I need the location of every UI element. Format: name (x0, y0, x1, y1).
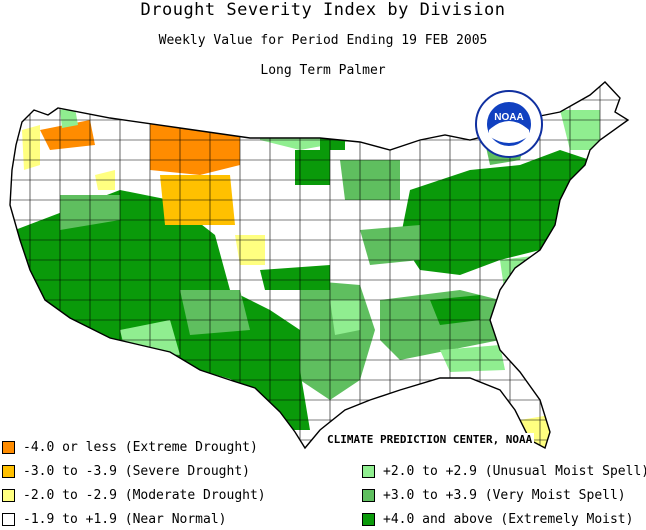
legend-label: +2.0 to +2.9 (Unusual Moist Spell) (383, 464, 646, 479)
noaa-logo-text: NOAA (494, 112, 523, 123)
legend-item-extremely-moist: +4.0 and above (Extremely Moist) (362, 512, 633, 527)
legend-label: +4.0 and above (Extremely Moist) (383, 512, 634, 527)
climate-divisions (10, 82, 628, 448)
legend-item-severe-drought: -3.0 to -3.9 (Severe Drought) (2, 464, 250, 479)
legend-label: -1.9 to +1.9 (Near Normal) (23, 512, 227, 527)
legend-label: +3.0 to +3.9 (Very Moist Spell) (383, 488, 626, 503)
us-outline (9, 81, 630, 450)
legend-label: -2.0 to -2.9 (Moderate Drought) (23, 488, 266, 503)
legend-label: -4.0 or less (Extreme Drought) (23, 440, 258, 455)
legend-swatch (362, 489, 375, 502)
legend-swatch (2, 489, 15, 502)
noaa-logo-icon: NOAA (475, 90, 543, 158)
map-subtitle: Weekly Value for Period Ending 19 FEB 20… (158, 33, 488, 48)
legend-item-very-moist: +3.0 to +3.9 (Very Moist Spell) (362, 488, 626, 503)
legend-swatch (362, 513, 375, 526)
index-name: Long Term Palmer (260, 63, 386, 78)
legend-item-unusual-moist: +2.0 to +2.9 (Unusual Moist Spell) (362, 464, 646, 479)
credit-text: CLIMATE PREDICTION CENTER, NOAA (325, 433, 535, 446)
legend-swatch (362, 465, 375, 478)
us-drought-map (9, 81, 630, 450)
map-title: Drought Severity Index by Division (140, 0, 506, 20)
legend-item-moderate-drought: -2.0 to -2.9 (Moderate Drought) (2, 488, 266, 503)
legend-swatch (2, 465, 15, 478)
legend-swatch (2, 441, 15, 454)
legend-swatch (2, 513, 15, 526)
legend-item-extreme-drought: -4.0 or less (Extreme Drought) (2, 440, 258, 455)
legend-label: -3.0 to -3.9 (Severe Drought) (23, 464, 250, 479)
legend-item-near-normal: -1.9 to +1.9 (Near Normal) (2, 512, 227, 527)
